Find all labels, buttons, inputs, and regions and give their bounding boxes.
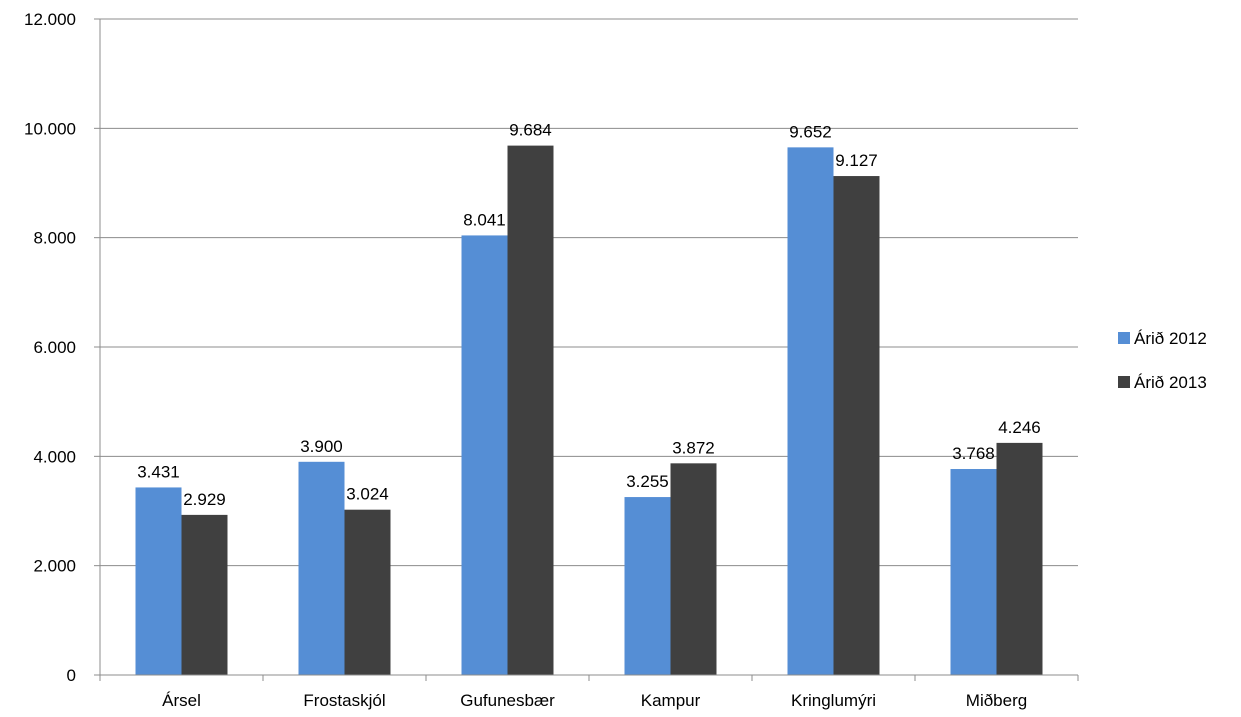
data-label: 3.900	[300, 437, 343, 456]
bar	[461, 235, 508, 675]
legend-swatch	[1118, 332, 1130, 344]
x-tick-label: Miðberg	[966, 691, 1027, 710]
bar	[507, 145, 554, 675]
x-tick-label: Kampur	[641, 691, 701, 710]
data-label: 9.684	[509, 121, 552, 140]
bars	[135, 145, 1043, 676]
bar	[670, 463, 717, 675]
bar	[787, 147, 834, 676]
legend-swatch	[1118, 376, 1130, 388]
x-tick-label: Ársel	[162, 691, 201, 710]
data-label: 3.024	[346, 485, 389, 504]
data-label: 9.652	[789, 122, 832, 141]
bar	[624, 497, 671, 675]
x-tick-label: Frostaskjól	[303, 691, 385, 710]
legend-label: Árið 2013	[1134, 373, 1207, 392]
bar	[996, 442, 1043, 675]
legend-label: Árið 2012	[1134, 329, 1207, 348]
y-tick-label: 2.000	[33, 557, 76, 576]
y-tick-label: 0	[67, 666, 76, 685]
data-label: 9.127	[835, 151, 878, 170]
y-tick-label: 10.000	[24, 119, 76, 138]
bar	[298, 461, 345, 675]
gridlines	[100, 18, 1078, 567]
x-tick-label: Kringlumýri	[791, 691, 876, 710]
y-tick-label: 6.000	[33, 338, 76, 357]
bar	[181, 514, 228, 675]
y-tick-label: 4.000	[33, 447, 76, 466]
x-axis: Ársel Frostaskjól Gufunesbær Kampur Kringlum…	[99, 674, 1079, 710]
bar	[344, 509, 391, 675]
data-label: 2.929	[183, 490, 226, 509]
data-label: 4.246	[998, 418, 1041, 437]
y-tick-label: 8.000	[33, 229, 76, 248]
data-label: 3.872	[672, 438, 715, 457]
data-label: 3.768	[952, 444, 995, 463]
bar	[135, 487, 182, 675]
bar	[833, 176, 880, 676]
y-axis: 0 2.000 4.000 6.000 8.000 10.000 12.000	[24, 10, 101, 685]
data-label: 3.255	[626, 472, 669, 491]
x-tick-label: Gufunesbær	[460, 691, 555, 710]
data-label: 3.431	[137, 462, 180, 481]
data-label: 8.041	[463, 210, 506, 229]
bar	[950, 469, 997, 675]
legend: Árið 2012 Árið 2013	[1118, 329, 1207, 392]
y-tick-label: 12.000	[24, 10, 76, 29]
